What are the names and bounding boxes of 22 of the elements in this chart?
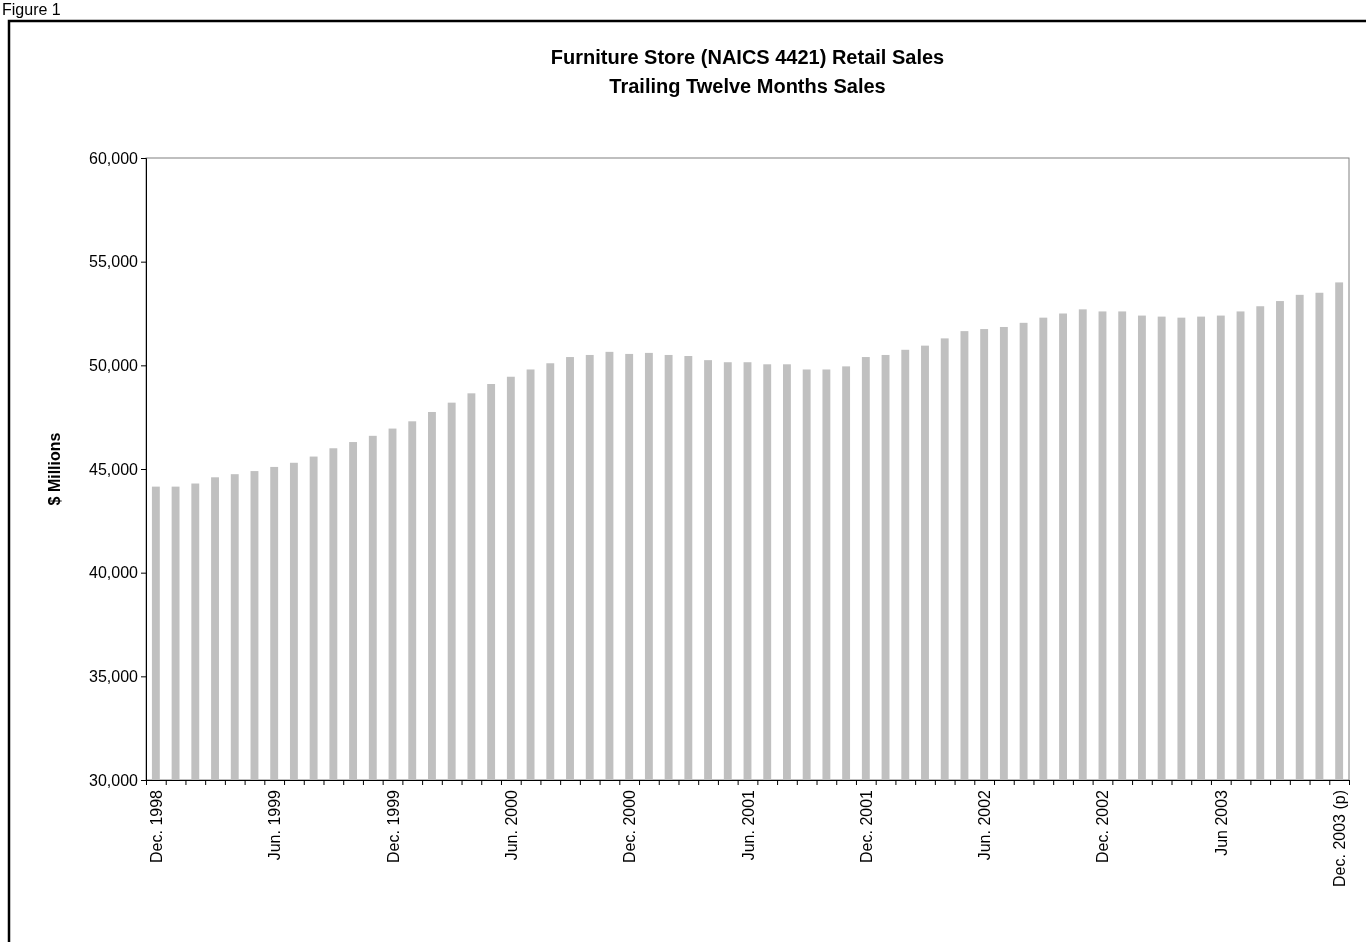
x-tick-label: Jun. 1999	[266, 789, 284, 861]
x-tick-label: Dec. 1998	[147, 789, 165, 863]
x-tick-label: Dec. 2002	[1094, 789, 1112, 863]
y-axis-title: $ Millions	[46, 432, 63, 506]
caption: Figure 1	[2, 1, 61, 18]
chart-subtitle: Trailing Twelve Months Sales	[609, 75, 886, 97]
x-tick-label: Dec. 1999	[384, 789, 402, 863]
y-tick-label: 40,000	[89, 564, 139, 582]
x-tick-label: Dec. 2000	[621, 789, 639, 863]
x-tick-label: Jun. 2002	[976, 789, 994, 861]
x-tick-label: Jun 2003	[1212, 789, 1230, 856]
chart-title: Furniture Store (NAICS 4421) Retail Sales	[550, 46, 945, 68]
x-tick-label: Dec. 2001	[857, 789, 875, 863]
y-tick-label: 55,000	[89, 253, 139, 271]
y-tick-label: 50,000	[89, 356, 139, 374]
x-tick-label: Dec. 2003 (p)	[1331, 790, 1349, 887]
y-tick-label: 45,000	[89, 460, 139, 478]
x-tick-label: Jun. 2001	[739, 789, 757, 861]
y-tick-label: 60,000	[89, 149, 139, 167]
y-tick-label: 30,000	[89, 771, 139, 789]
x-tick-label: Jun. 2000	[502, 789, 520, 861]
y-tick-label: 35,000	[89, 667, 139, 685]
